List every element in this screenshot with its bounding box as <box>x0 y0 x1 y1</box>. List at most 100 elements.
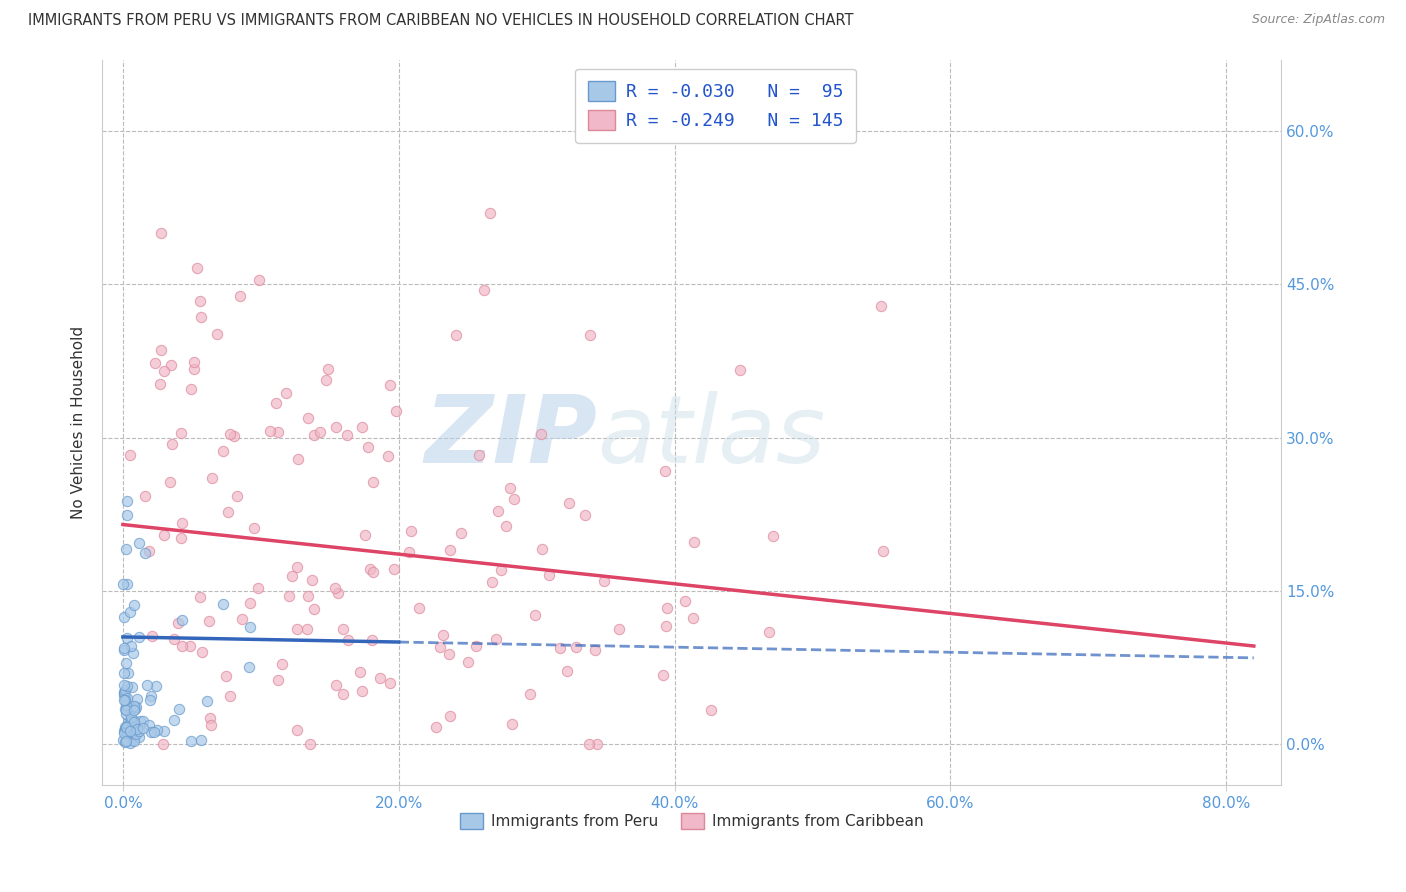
Point <box>481 574 503 589</box>
Point <box>153 724 176 739</box>
Point <box>450 525 472 540</box>
Point <box>226 489 249 503</box>
Point <box>297 622 319 636</box>
Point <box>382 562 405 576</box>
Point <box>124 703 146 717</box>
Point <box>115 541 138 556</box>
Point <box>211 444 233 458</box>
Point <box>159 475 181 489</box>
Point <box>357 440 380 454</box>
Point <box>267 425 290 440</box>
Text: atlas: atlas <box>598 392 825 483</box>
Point <box>112 726 135 740</box>
Point <box>120 728 142 742</box>
Point <box>222 429 245 443</box>
Point <box>191 645 214 659</box>
Point <box>118 723 141 737</box>
Point <box>136 677 159 691</box>
Point <box>249 272 271 286</box>
Point <box>122 726 145 740</box>
Point <box>654 463 676 477</box>
Point <box>457 655 479 669</box>
Point <box>114 690 136 704</box>
Point <box>673 594 696 608</box>
Point <box>762 529 785 543</box>
Point <box>287 451 309 466</box>
Point <box>558 496 581 510</box>
Point <box>127 722 149 736</box>
Point <box>195 694 218 708</box>
Point <box>120 714 142 728</box>
Point <box>117 715 139 730</box>
Point <box>190 310 212 324</box>
Point <box>489 563 512 577</box>
Point <box>183 354 205 368</box>
Point <box>607 623 630 637</box>
Point <box>115 493 138 508</box>
Point <box>112 678 135 692</box>
Point <box>152 528 174 542</box>
Point <box>378 378 401 392</box>
Point <box>139 725 162 739</box>
Point <box>301 573 323 587</box>
Point <box>586 737 609 751</box>
Point <box>120 726 142 740</box>
Point <box>112 643 135 657</box>
Point <box>530 426 553 441</box>
Point <box>179 639 201 653</box>
Point <box>122 715 145 730</box>
Point <box>115 577 138 591</box>
Point <box>360 632 382 647</box>
Point <box>121 680 143 694</box>
Point <box>183 361 205 376</box>
Point <box>555 664 578 678</box>
Point <box>332 687 354 701</box>
Point <box>579 327 602 342</box>
Point <box>266 396 288 410</box>
Point <box>122 734 145 748</box>
Point <box>124 726 146 740</box>
Point <box>432 628 454 642</box>
Point <box>132 714 155 728</box>
Point <box>259 424 281 438</box>
Point <box>655 600 678 615</box>
Point <box>278 590 301 604</box>
Point <box>271 657 294 671</box>
Point <box>352 684 374 698</box>
Point <box>444 327 467 342</box>
Point <box>188 591 211 605</box>
Point <box>115 703 138 717</box>
Point <box>118 448 141 462</box>
Point <box>238 660 260 674</box>
Legend: Immigrants from Peru, Immigrants from Caribbean: Immigrants from Peru, Immigrants from Ca… <box>454 807 929 836</box>
Point <box>682 610 704 624</box>
Text: Source: ZipAtlas.com: Source: ZipAtlas.com <box>1251 13 1385 27</box>
Point <box>190 294 212 309</box>
Text: IMMIGRANTS FROM PERU VS IMMIGRANTS FROM CARIBBEAN NO VEHICLES IN HOUSEHOLD CORRE: IMMIGRANTS FROM PERU VS IMMIGRANTS FROM … <box>28 13 853 29</box>
Point <box>139 689 162 703</box>
Point <box>287 723 309 737</box>
Point <box>120 640 142 654</box>
Point <box>429 640 451 654</box>
Point <box>872 544 894 558</box>
Point <box>215 669 238 683</box>
Point <box>464 640 486 654</box>
Point <box>228 289 250 303</box>
Point <box>117 690 139 705</box>
Point <box>267 673 290 687</box>
Point <box>316 361 339 376</box>
Point <box>114 692 136 706</box>
Point <box>146 723 169 738</box>
Point <box>122 598 145 612</box>
Point <box>524 607 547 622</box>
Point <box>683 535 706 549</box>
Point <box>121 721 143 735</box>
Point <box>114 720 136 734</box>
Point <box>121 733 143 747</box>
Point <box>247 581 270 595</box>
Point <box>538 568 561 582</box>
Point <box>118 736 141 750</box>
Point <box>501 717 523 731</box>
Point <box>112 689 135 703</box>
Point <box>299 737 322 751</box>
